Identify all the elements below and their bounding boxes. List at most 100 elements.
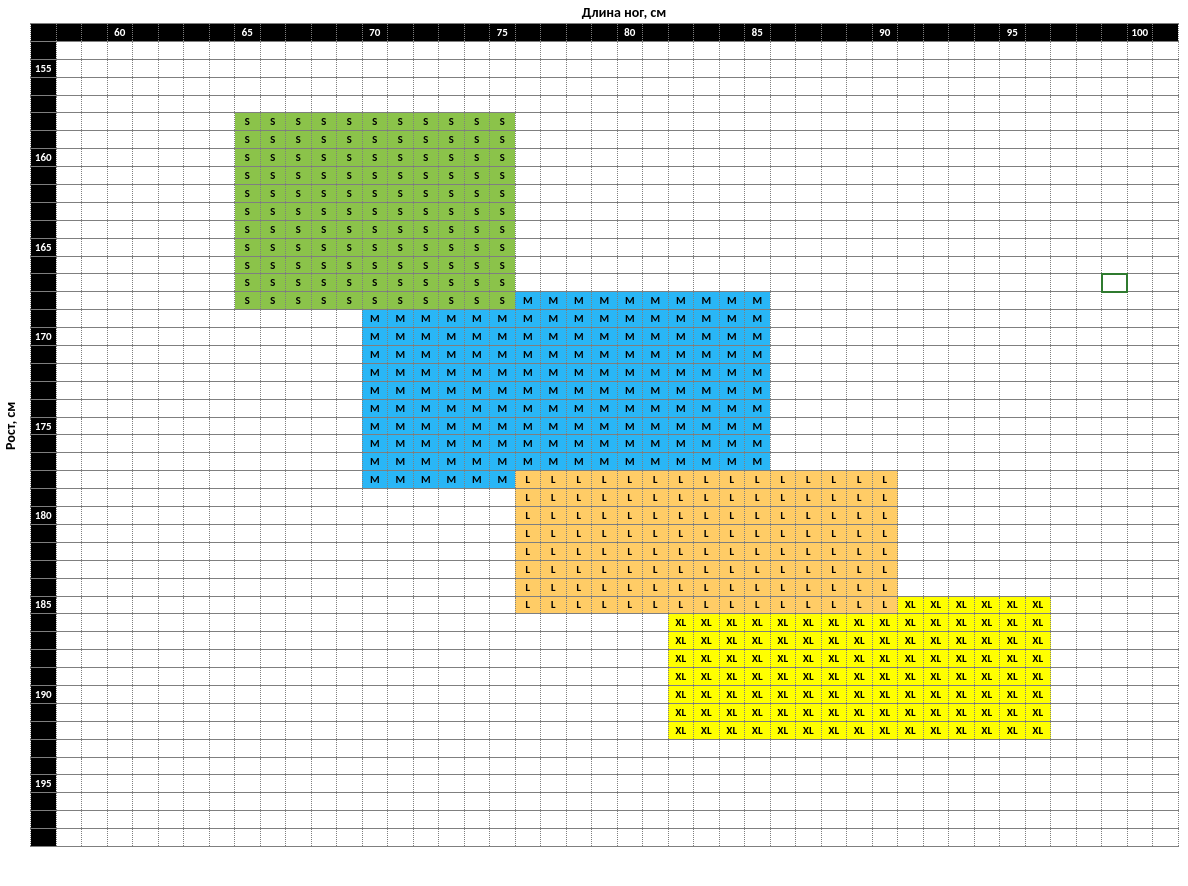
grid-cell: XL [872, 685, 898, 703]
grid-cell: M [668, 435, 694, 453]
grid-cell [311, 632, 337, 650]
grid-cell [184, 829, 210, 847]
grid-cell [872, 95, 898, 113]
grid-cell [82, 829, 108, 847]
grid-cell [1153, 435, 1179, 453]
grid-cell [56, 346, 82, 364]
grid-cell: XL [872, 650, 898, 668]
grid-cell [82, 471, 108, 489]
grid-cell: L [617, 471, 643, 489]
grid-cell: M [515, 399, 541, 417]
grid-cell [694, 811, 720, 829]
grid-cell: S [311, 131, 337, 149]
grid-cell [82, 650, 108, 668]
grid-cell [439, 793, 465, 811]
grid-cell [1025, 185, 1051, 203]
grid-cell [796, 811, 822, 829]
grid-cell [566, 59, 592, 77]
grid-cell: XL [770, 721, 796, 739]
grid-cell: L [592, 560, 618, 578]
y-header-cell: 195 [31, 775, 57, 793]
grid-cell: M [388, 381, 414, 399]
grid-cell: XL [719, 614, 745, 632]
grid-cell [1102, 220, 1128, 238]
grid-cell: L [694, 542, 720, 560]
grid-cell [133, 435, 159, 453]
grid-cell [821, 131, 847, 149]
grid-cell: S [260, 202, 286, 220]
grid-cell: L [592, 542, 618, 560]
grid-cell [1127, 95, 1153, 113]
grid-cell [158, 131, 184, 149]
grid-cell [1000, 131, 1026, 149]
grid-cell: M [490, 381, 516, 399]
grid-cell [286, 399, 312, 417]
grid-cell [1153, 507, 1179, 525]
grid-cell [107, 113, 133, 131]
grid-cell [592, 793, 618, 811]
grid-cell [209, 560, 235, 578]
grid-cell [158, 346, 184, 364]
grid-cell [923, 829, 949, 847]
grid-cell: M [719, 328, 745, 346]
grid-cell: M [668, 310, 694, 328]
grid-cell [821, 811, 847, 829]
grid-cell [286, 417, 312, 435]
grid-cell: S [311, 113, 337, 131]
grid-cell [362, 757, 388, 775]
grid-cell [898, 381, 924, 399]
grid-cell [1051, 399, 1077, 417]
grid-cell [260, 59, 286, 77]
grid-cell [515, 650, 541, 668]
grid-cell: L [745, 578, 771, 596]
grid-cell [388, 811, 414, 829]
grid-cell [464, 757, 490, 775]
grid-cell [209, 793, 235, 811]
grid-cell [974, 167, 1000, 185]
grid-cell [719, 167, 745, 185]
grid-cell [566, 185, 592, 203]
grid-cell [286, 614, 312, 632]
grid-cell [362, 578, 388, 596]
grid-cell [541, 632, 567, 650]
grid-cell [260, 417, 286, 435]
grid-cell [1076, 238, 1102, 256]
y-header-cell [31, 346, 57, 364]
grid-cell [515, 614, 541, 632]
grid-cell [413, 578, 439, 596]
grid-cell [82, 739, 108, 757]
grid-cell: L [566, 560, 592, 578]
grid-cell [592, 59, 618, 77]
x-header-cell [719, 24, 745, 42]
grid-cell [872, 292, 898, 310]
y-header-cell [31, 113, 57, 131]
grid-cell [617, 775, 643, 793]
grid-cell [974, 471, 1000, 489]
grid-cell [566, 274, 592, 292]
grid-cell [490, 793, 516, 811]
grid-cell [745, 793, 771, 811]
grid-cell [209, 256, 235, 274]
grid-cell [1000, 507, 1026, 525]
grid-cell [337, 775, 363, 793]
grid-cell: XL [949, 632, 975, 650]
grid-cell: L [745, 542, 771, 560]
grid-cell [974, 149, 1000, 167]
grid-cell: S [260, 292, 286, 310]
grid-cell [362, 489, 388, 507]
grid-cell: M [643, 363, 669, 381]
grid-cell [1076, 703, 1102, 721]
grid-cell [1000, 220, 1026, 238]
x-header-cell [1102, 24, 1128, 42]
grid-cell [184, 220, 210, 238]
y-header-cell [31, 668, 57, 686]
grid-cell: S [286, 256, 312, 274]
grid-cell [541, 775, 567, 793]
grid-cell [209, 739, 235, 757]
grid-cell [617, 131, 643, 149]
grid-cell: S [286, 149, 312, 167]
grid-cell [158, 202, 184, 220]
grid-cell [643, 632, 669, 650]
grid-cell [311, 95, 337, 113]
grid-cell [719, 757, 745, 775]
